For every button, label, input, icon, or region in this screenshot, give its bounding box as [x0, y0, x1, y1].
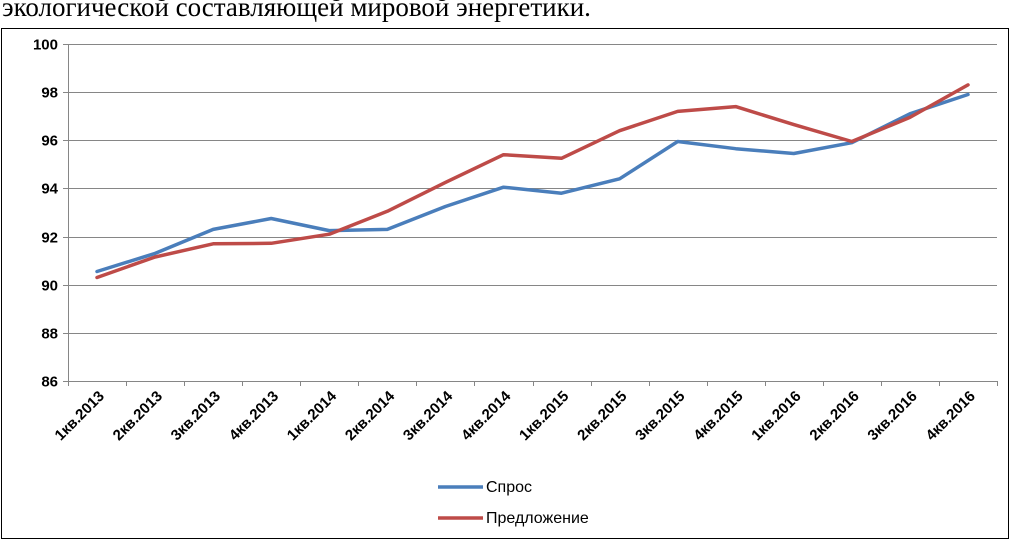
- x-tick-label: 4кв.2014: [458, 387, 515, 444]
- y-tick-label: 94: [41, 181, 58, 198]
- legend: Спрос Предложение: [438, 479, 589, 527]
- axes: [63, 44, 998, 386]
- x-tick-label: 1кв.2014: [284, 387, 341, 444]
- series-line-1: [95, 92, 970, 274]
- x-tick-label: 1кв.2013: [52, 388, 108, 444]
- x-tick-label: 4кв.2013: [226, 388, 282, 444]
- x-tick-label: 3кв.2016: [864, 388, 920, 444]
- x-tick-label: 4кв.2015: [690, 388, 746, 444]
- x-tick-label: 3кв.2014: [400, 387, 457, 444]
- x-tick-label: 3кв.2015: [632, 388, 688, 444]
- x-tick-label: 2кв.2016: [806, 388, 862, 444]
- y-tick-label: 96: [41, 133, 58, 150]
- chart-border: [1, 28, 1009, 539]
- y-tick-label: 86: [41, 374, 58, 391]
- x-tick-label: 2кв.2013: [110, 388, 166, 444]
- y-tick-label: 100: [33, 37, 58, 54]
- y-tick-label: 98: [41, 85, 58, 102]
- series-lines: [95, 83, 970, 280]
- x-tick-label: 1кв.2016: [748, 388, 804, 444]
- y-tick-label: 88: [41, 326, 58, 343]
- legend-label: Предложение: [486, 510, 589, 527]
- y-tick-label: 90: [41, 278, 58, 295]
- x-tick-label: 2кв.2015: [574, 388, 630, 444]
- x-tick-label: 2кв.2014: [342, 387, 399, 444]
- series-line-2: [95, 83, 970, 280]
- x-tick-label: 3кв.2013: [168, 388, 224, 444]
- x-tick-label: 4кв.2016: [923, 388, 979, 444]
- grid-lines: [68, 44, 997, 382]
- legend-label: Спрос: [486, 479, 532, 496]
- y-tick-labels: 86 88 90 92 94 96 98 100: [33, 37, 59, 391]
- caption: экологической составляющей мировой энерг…: [2, 0, 591, 22]
- y-tick-label: 92: [41, 230, 58, 247]
- x-tick-labels: 1кв.2013 2кв.2013 3кв.2013 4кв.2013 1кв.2014…: [52, 387, 979, 444]
- x-tick-label: 1кв.2015: [516, 388, 572, 444]
